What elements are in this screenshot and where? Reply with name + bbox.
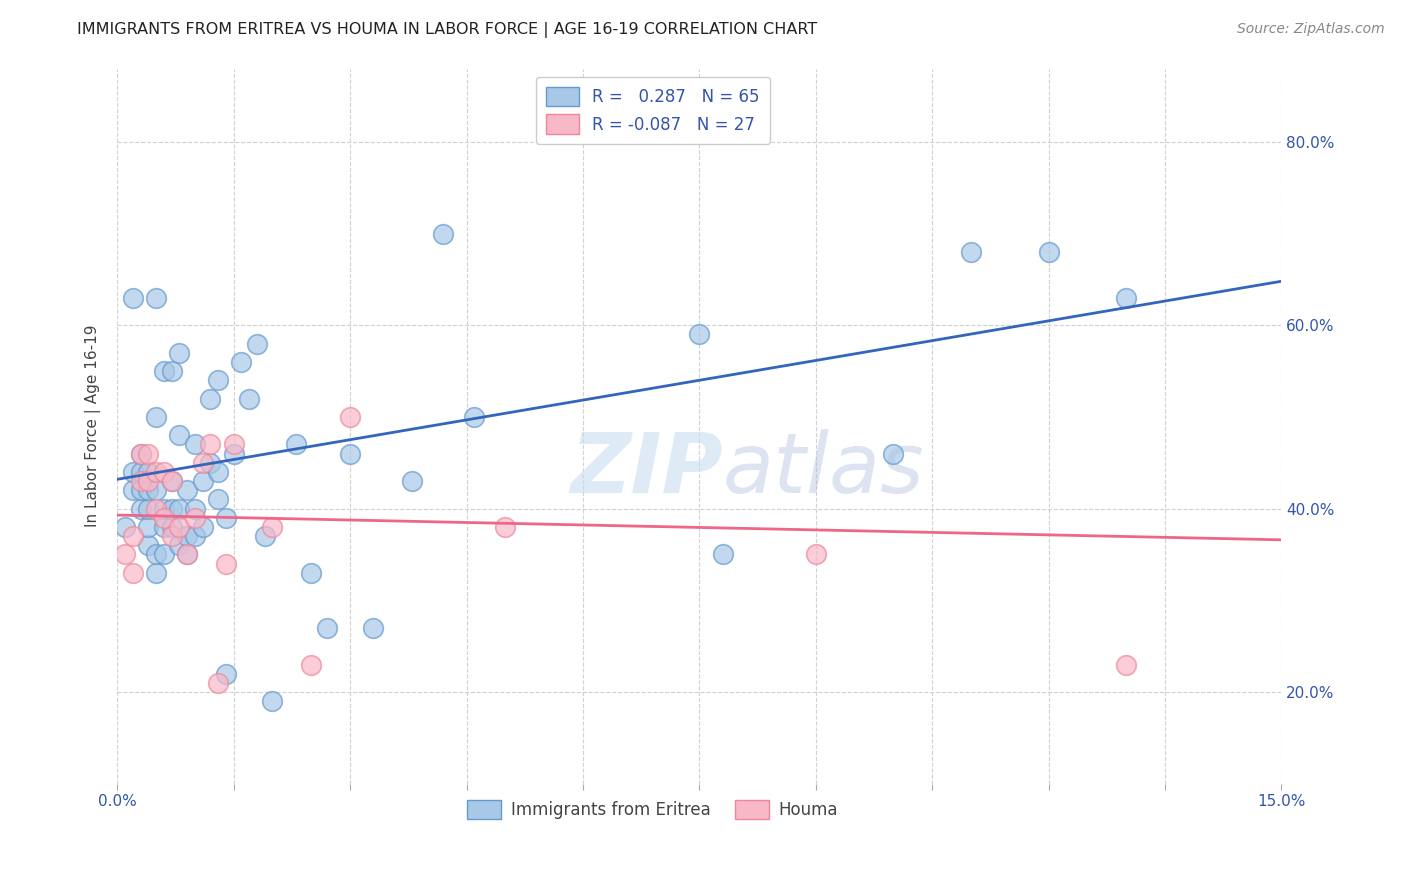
- Point: [253, 529, 276, 543]
- Point: [315, 621, 337, 635]
- Point: [688, 327, 710, 342]
- Point: [284, 437, 307, 451]
- Point: [129, 447, 152, 461]
- Point: [160, 364, 183, 378]
- Point: [191, 456, 214, 470]
- Point: [207, 492, 229, 507]
- Point: [339, 409, 361, 424]
- Point: [153, 520, 176, 534]
- Point: [222, 447, 245, 461]
- Point: [145, 501, 167, 516]
- Point: [432, 227, 454, 241]
- Point: [136, 474, 159, 488]
- Point: [169, 428, 191, 442]
- Point: [960, 244, 983, 259]
- Point: [136, 501, 159, 516]
- Point: [160, 520, 183, 534]
- Point: [153, 501, 176, 516]
- Point: [136, 447, 159, 461]
- Text: IMMIGRANTS FROM ERITREA VS HOUMA IN LABOR FORCE | AGE 16-19 CORRELATION CHART: IMMIGRANTS FROM ERITREA VS HOUMA IN LABO…: [77, 22, 817, 38]
- Point: [121, 566, 143, 580]
- Point: [191, 520, 214, 534]
- Point: [207, 676, 229, 690]
- Point: [184, 437, 207, 451]
- Point: [145, 483, 167, 498]
- Point: [882, 447, 904, 461]
- Point: [262, 694, 284, 708]
- Point: [176, 548, 198, 562]
- Point: [153, 511, 176, 525]
- Point: [136, 483, 159, 498]
- Point: [160, 474, 183, 488]
- Point: [145, 409, 167, 424]
- Point: [129, 483, 152, 498]
- Point: [145, 291, 167, 305]
- Point: [145, 566, 167, 580]
- Point: [494, 520, 516, 534]
- Point: [200, 437, 222, 451]
- Point: [145, 465, 167, 479]
- Point: [153, 548, 176, 562]
- Point: [169, 501, 191, 516]
- Point: [299, 657, 322, 672]
- Point: [207, 373, 229, 387]
- Point: [463, 409, 485, 424]
- Point: [176, 529, 198, 543]
- Text: atlas: atlas: [723, 428, 924, 509]
- Point: [200, 456, 222, 470]
- Point: [129, 474, 152, 488]
- Y-axis label: In Labor Force | Age 16-19: In Labor Force | Age 16-19: [86, 325, 101, 527]
- Point: [145, 548, 167, 562]
- Point: [121, 291, 143, 305]
- Point: [1115, 291, 1137, 305]
- Point: [215, 511, 238, 525]
- Point: [222, 437, 245, 451]
- Point: [121, 465, 143, 479]
- Point: [129, 447, 152, 461]
- Point: [246, 336, 269, 351]
- Point: [1038, 244, 1060, 259]
- Point: [160, 501, 183, 516]
- Point: [215, 666, 238, 681]
- Point: [299, 566, 322, 580]
- Point: [1115, 657, 1137, 672]
- Point: [238, 392, 260, 406]
- Point: [176, 483, 198, 498]
- Point: [363, 621, 385, 635]
- Point: [136, 520, 159, 534]
- Point: [184, 511, 207, 525]
- Point: [160, 529, 183, 543]
- Point: [191, 474, 214, 488]
- Point: [169, 345, 191, 359]
- Text: Source: ZipAtlas.com: Source: ZipAtlas.com: [1237, 22, 1385, 37]
- Point: [129, 465, 152, 479]
- Point: [804, 548, 827, 562]
- Point: [184, 529, 207, 543]
- Point: [121, 483, 143, 498]
- Point: [184, 501, 207, 516]
- Point: [169, 520, 191, 534]
- Point: [136, 465, 159, 479]
- Point: [711, 548, 734, 562]
- Text: ZIP: ZIP: [569, 428, 723, 509]
- Point: [339, 447, 361, 461]
- Point: [136, 538, 159, 552]
- Point: [153, 364, 176, 378]
- Point: [207, 465, 229, 479]
- Legend: Immigrants from Eritrea, Houma: Immigrants from Eritrea, Houma: [461, 793, 845, 825]
- Point: [176, 548, 198, 562]
- Point: [114, 520, 136, 534]
- Point: [200, 392, 222, 406]
- Point: [231, 355, 253, 369]
- Point: [153, 465, 176, 479]
- Point: [114, 548, 136, 562]
- Point: [215, 557, 238, 571]
- Point: [121, 529, 143, 543]
- Point: [160, 474, 183, 488]
- Point: [169, 538, 191, 552]
- Point: [129, 501, 152, 516]
- Point: [262, 520, 284, 534]
- Point: [401, 474, 423, 488]
